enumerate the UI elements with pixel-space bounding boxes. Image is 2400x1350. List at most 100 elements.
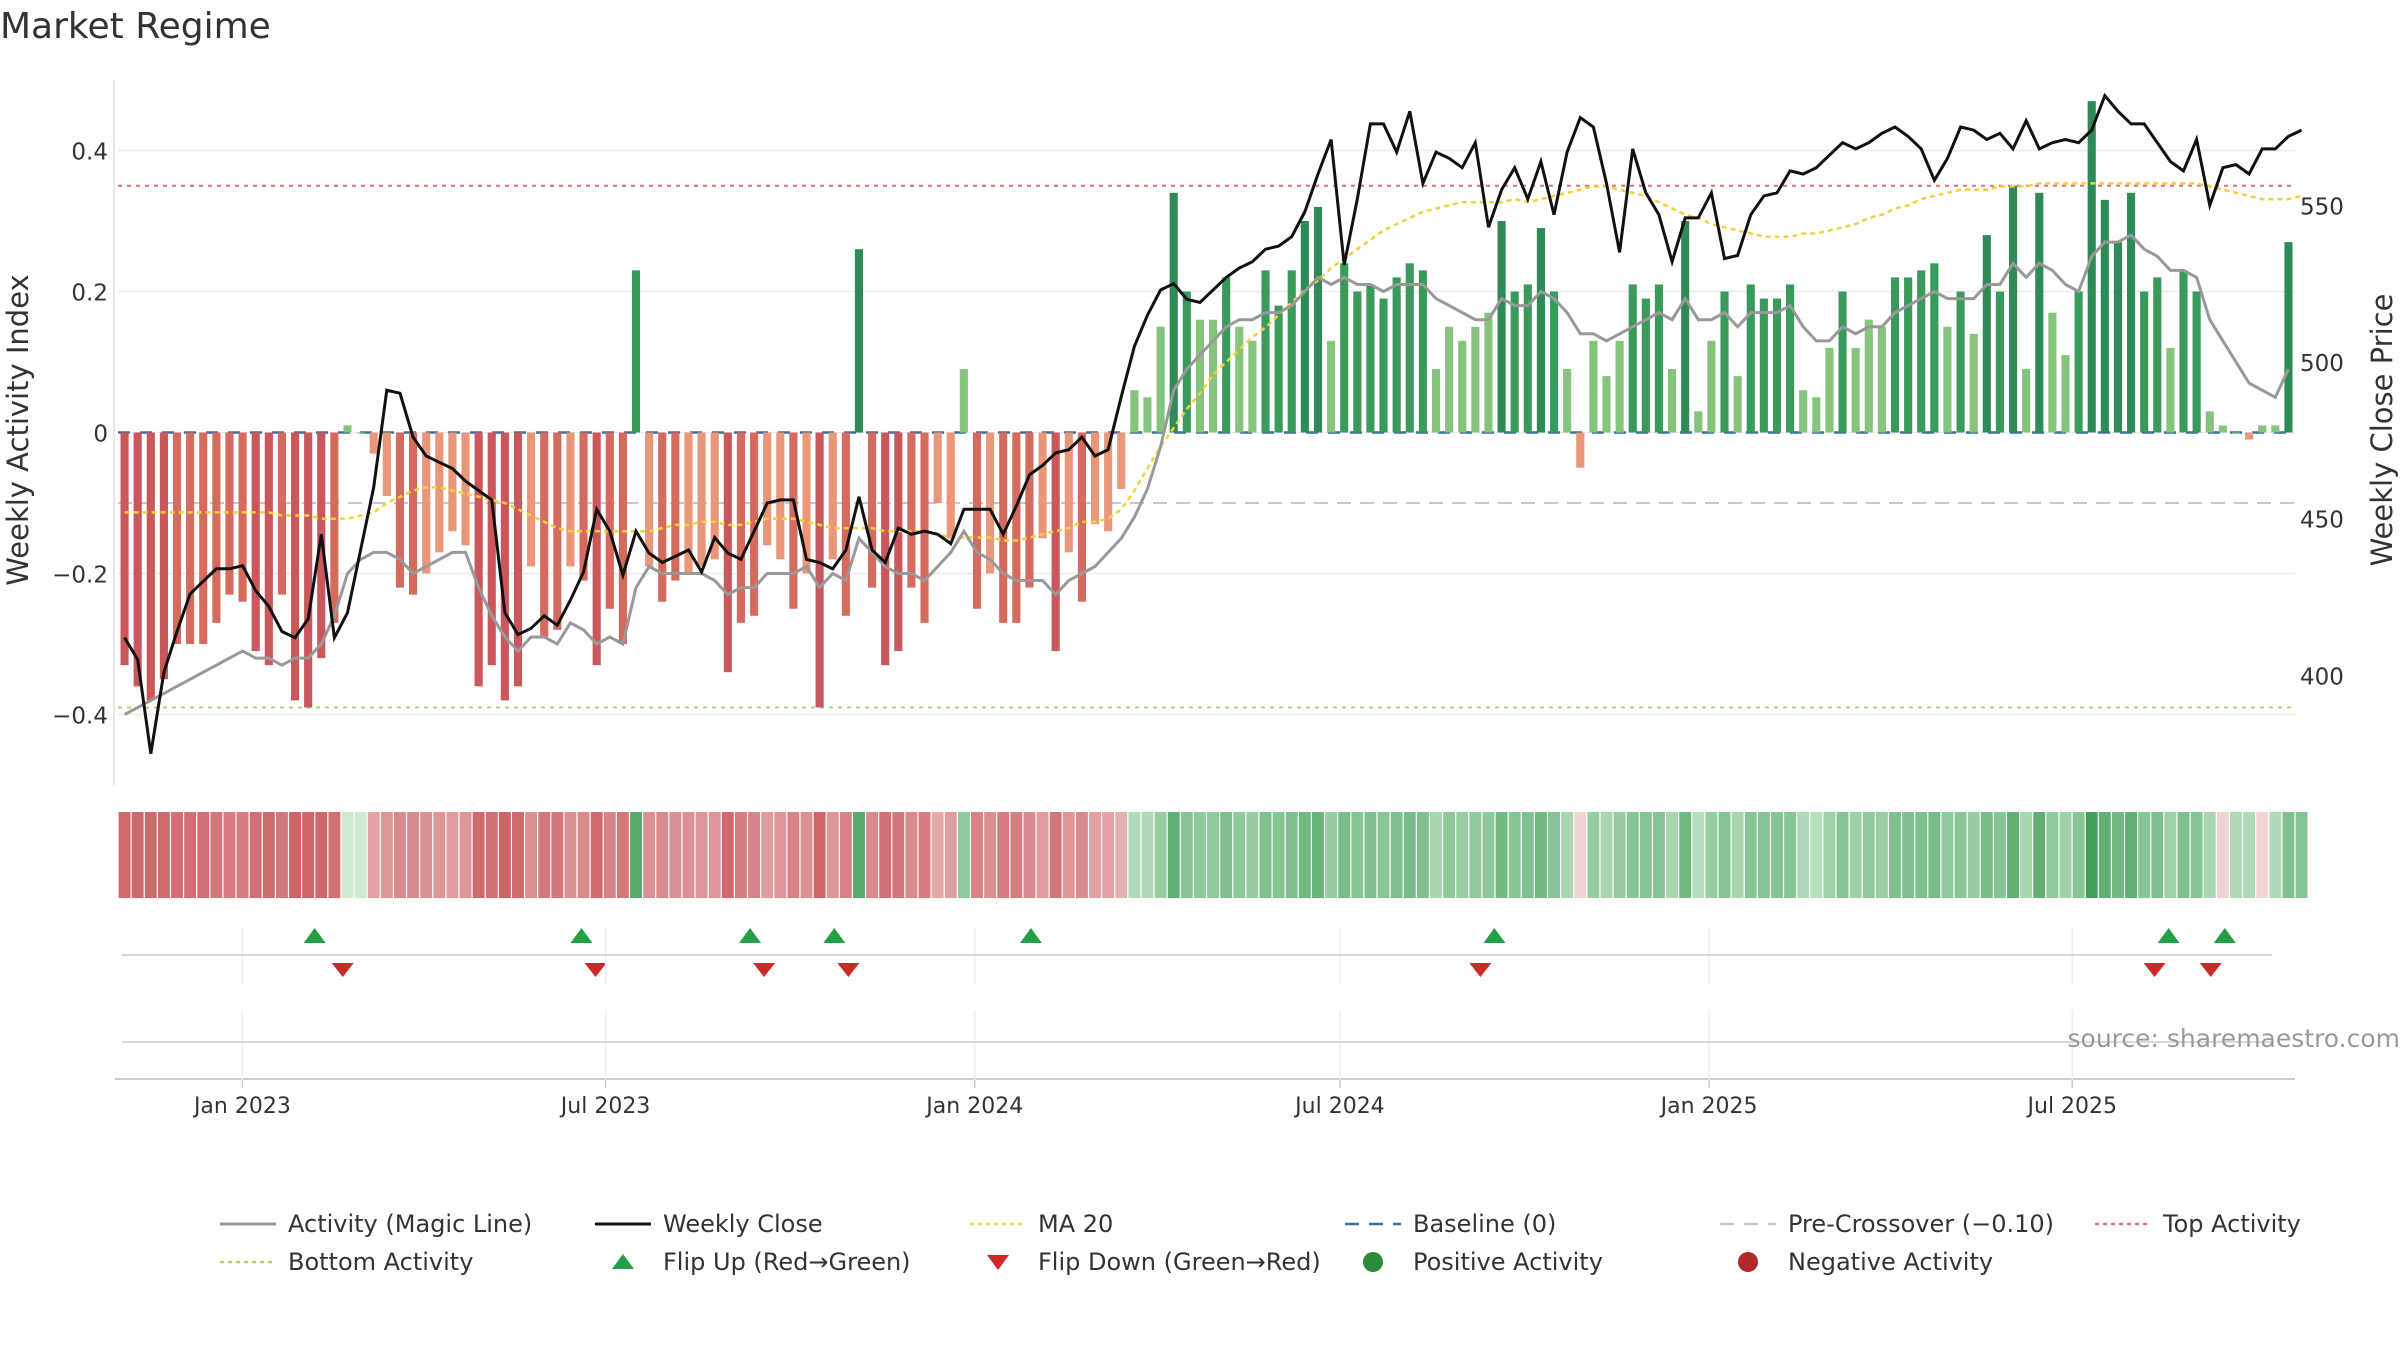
activity-bar [1838, 291, 1847, 433]
activity-bar [1392, 277, 1401, 433]
activity-bar [1287, 270, 1296, 433]
x-tick-label: Jul 2024 [1293, 1094, 1385, 1119]
regime-strip-cell [2295, 812, 2308, 898]
y2-tick-label: 550 [2300, 194, 2344, 220]
regime-strip-cell [538, 812, 551, 898]
regime-strip-cell [1377, 812, 1390, 898]
regime-strip-cell [1521, 812, 1534, 898]
legend-item-top: Top Activity [2093, 1210, 2301, 1238]
activity-bar [2258, 425, 2267, 433]
regime-strip-cell [957, 812, 970, 898]
regime-strip-cell [236, 812, 249, 898]
activity-bar [1169, 192, 1178, 433]
flip-markers [303, 928, 2236, 977]
regime-strip-cell [1587, 812, 1600, 898]
activity-bar [1025, 432, 1034, 588]
regime-strip-cell [1128, 812, 1141, 898]
activity-bar [1589, 340, 1598, 433]
legend-item-baseline: Baseline (0) [1343, 1210, 1556, 1238]
activity-bar [2245, 432, 2254, 440]
regime-strip-cell [131, 812, 144, 898]
activity-bar [1418, 270, 1427, 433]
regime-strip-cell [118, 812, 131, 898]
activity-bar [2271, 425, 2280, 433]
regime-strip-cell [1351, 812, 1364, 898]
regime-strip-cell [2216, 812, 2229, 898]
regime-strip-cell [525, 812, 538, 898]
legend-item-pos: Positive Activity [1343, 1248, 1603, 1276]
activity-bar [1812, 397, 1821, 433]
legend-label: MA 20 [1038, 1210, 1114, 1238]
regime-strip-cell [708, 812, 721, 898]
regime-strip-cell [2282, 812, 2295, 898]
activity-bar [1195, 319, 1205, 433]
regime-strip-cell [1928, 812, 1941, 898]
regime-strip-cell [472, 812, 485, 898]
activity-bar [186, 432, 195, 644]
regime-strip-cell [2033, 812, 2046, 898]
activity-bar [159, 432, 168, 680]
activity-bar [841, 432, 850, 616]
regime-strip-cell [774, 812, 787, 898]
legend-label: Pre-Crossover (−0.10) [1788, 1210, 2055, 1238]
activity-bar [1759, 298, 1768, 433]
regime-strip-cell [2151, 812, 2164, 898]
activity-bar [999, 432, 1008, 623]
regime-strip-cell [262, 812, 275, 898]
activity-bar [1248, 340, 1257, 433]
regime-strip-cell [1508, 812, 1521, 898]
regime-strip-cell [1298, 812, 1311, 898]
activity-bar [1772, 298, 1782, 433]
regime-strip-cell [1141, 812, 1154, 898]
regime-strip-cell [2164, 812, 2177, 898]
y-tick-label: 0.4 [71, 140, 108, 166]
activity-bar [2205, 411, 2214, 433]
regime-strip-cell [734, 812, 747, 898]
regime-strip-cell [564, 812, 577, 898]
y2-tick-label: 400 [2300, 664, 2344, 690]
regime-strip-cell [341, 812, 354, 898]
activity-bars [120, 101, 2293, 708]
regime-strip-cell [367, 812, 380, 898]
activity-bar [1274, 305, 1283, 433]
regime-strip-cell [1036, 812, 1049, 898]
regime-strip-cell [1639, 812, 1652, 898]
activity-bar [474, 432, 483, 687]
regime-strip-cell [1390, 812, 1403, 898]
flip-down-marker [1469, 963, 1492, 977]
activity-bar [1313, 206, 1323, 433]
regime-strip-cell [682, 812, 695, 898]
activity-bar [120, 432, 129, 666]
activity-bar [2284, 242, 2293, 433]
activity-bar [1890, 277, 1900, 433]
y-tick-label: −0.2 [52, 563, 108, 589]
regime-strip-cell [1312, 812, 1324, 898]
x-tick-label: Jan 2024 [924, 1094, 1023, 1119]
activity-bar [2218, 425, 2227, 433]
regime-strip-cell [1023, 812, 1036, 898]
legend-item-bottom: Bottom Activity [218, 1248, 473, 1276]
flip-up-marker [739, 928, 762, 943]
regime-strip-cell [485, 812, 498, 898]
regime-strip-cell [1915, 812, 1928, 898]
activity-bar [1077, 432, 1086, 602]
activity-bar [461, 432, 470, 546]
regime-strip-cell [249, 812, 262, 898]
legend-item-precross: Pre-Crossover (−0.10) [1718, 1210, 2054, 1238]
activity-bar [2008, 185, 2018, 433]
x-tick-label: Jul 2025 [2026, 1094, 2118, 1119]
regime-strip-cell [2098, 812, 2111, 898]
activity-bar [2022, 369, 2031, 433]
activity-bar [1851, 347, 1860, 433]
regime-strip-cell [1259, 812, 1272, 898]
activity-bar [487, 432, 496, 666]
regime-strip-cell [1561, 812, 1574, 898]
activity-bar [553, 432, 562, 630]
activity-bar [422, 432, 431, 574]
regime-strip-cell [1993, 812, 2006, 898]
activity-bar [2074, 291, 2083, 433]
regime-strip-cell [394, 812, 406, 898]
activity-bar [290, 432, 300, 701]
regime-strip-cell [512, 812, 524, 898]
